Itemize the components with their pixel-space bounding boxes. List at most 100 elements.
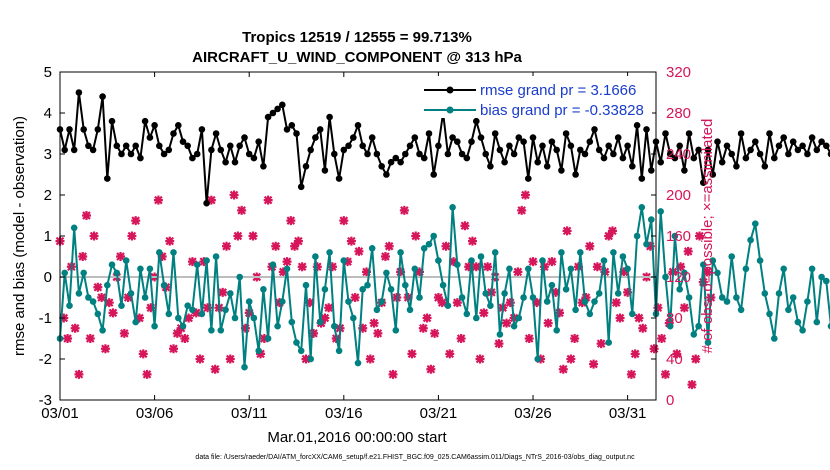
bias-point	[66, 302, 73, 310]
obs-count-marker	[547, 257, 557, 267]
rmse-point	[543, 163, 551, 170]
bias-point	[737, 306, 745, 314]
rmse-point	[818, 138, 825, 145]
obs-count-marker	[309, 328, 319, 338]
obs-count-marker	[195, 354, 205, 364]
bias-point	[685, 294, 693, 301]
rmse-point	[208, 146, 215, 154]
rmse-point	[122, 142, 130, 150]
obs-count-marker	[422, 313, 432, 323]
obs-count-marker	[74, 369, 84, 379]
obs-count-marker	[471, 262, 481, 272]
rmse-point	[595, 146, 603, 154]
y2-tick-label: 320	[666, 64, 691, 81]
bias-point	[61, 269, 68, 277]
bias-point	[231, 314, 239, 322]
bias-point	[141, 294, 149, 301]
obs-count-marker	[365, 354, 375, 364]
obs-count-marker	[218, 287, 228, 297]
obs-count-marker	[596, 339, 606, 349]
bias-point	[515, 314, 523, 322]
obs-count-marker	[229, 190, 239, 200]
rmse-point	[690, 154, 698, 162]
obs-count-marker	[660, 369, 670, 379]
bias-point	[383, 269, 390, 277]
x-tick-label: 03/31	[609, 405, 647, 422]
rmse-point	[184, 142, 191, 150]
obs-count-marker	[358, 323, 368, 333]
rmse-point	[231, 158, 239, 166]
rmse-point	[454, 138, 461, 145]
bias-point	[789, 294, 797, 301]
rmse-point	[99, 93, 106, 100]
obs-count-marker	[589, 359, 599, 369]
rmse-point	[297, 183, 305, 191]
bias-point	[610, 249, 617, 256]
rmse-point	[160, 150, 168, 158]
obs-count-marker	[81, 211, 91, 220]
rmse-point	[501, 158, 508, 166]
rmse-point	[775, 142, 783, 150]
bias-point	[752, 220, 759, 227]
y2-axis-ticks: 0 40 80 120 160 200 240 280 320	[651, 64, 691, 409]
obs-count-marker	[626, 369, 636, 379]
obs-count-marker	[437, 298, 447, 308]
bias-point	[439, 281, 447, 289]
rmse-point	[345, 142, 352, 150]
bias-point	[160, 281, 168, 289]
bias-point	[345, 298, 352, 305]
bias-point	[245, 298, 253, 305]
obs-count-marker	[290, 241, 300, 251]
bias-point	[250, 314, 258, 322]
obs-count-marker	[222, 241, 232, 251]
rmse-point	[326, 113, 333, 121]
bias-point	[718, 294, 726, 301]
obs-count-marker	[206, 195, 216, 205]
rmse-point	[567, 142, 575, 150]
obs-count-marker	[414, 267, 424, 277]
rmse-point	[714, 138, 721, 145]
bias-point	[118, 302, 125, 310]
rmse-point	[605, 142, 612, 150]
bias-point	[728, 253, 735, 260]
rmse-point	[189, 154, 196, 162]
rmse-point	[643, 126, 650, 133]
bias-point	[104, 281, 111, 289]
rmse-point	[397, 158, 404, 166]
rmse-point	[458, 150, 466, 158]
obs-count-marker	[259, 334, 269, 343]
rmse-point	[789, 138, 797, 145]
rmse-point	[85, 142, 92, 150]
obs-count-marker	[464, 262, 474, 272]
obs-count-marker	[679, 303, 689, 313]
rmse-point	[761, 163, 769, 170]
bias-point	[368, 245, 376, 252]
bias-point	[198, 310, 206, 318]
obs-count-marker	[513, 267, 523, 277]
rmse-point	[704, 146, 712, 154]
obs-count-marker	[467, 236, 477, 246]
bias-point	[595, 290, 603, 297]
rmse-point	[581, 150, 589, 158]
rmse-point	[402, 150, 409, 158]
bias-point	[695, 322, 702, 330]
obs-count-marker	[388, 369, 398, 379]
obs-count-marker	[362, 267, 372, 277]
bias-point	[279, 298, 286, 305]
bias-point	[364, 281, 371, 289]
x-tick-label: 03/26	[514, 405, 552, 422]
bias-point	[264, 335, 272, 342]
chart-title: Tropics 12519 / 12555 = 99.713%	[242, 29, 472, 46]
obs-count-marker	[505, 298, 515, 308]
bias-point	[577, 249, 584, 256]
obs-count-marker	[116, 252, 126, 261]
obs-count-marker	[131, 216, 141, 226]
obs-count-marker	[524, 334, 534, 343]
bias-point	[420, 245, 428, 252]
rmse-point	[283, 126, 291, 133]
obs-count-marker	[225, 354, 235, 364]
rmse-point	[411, 134, 419, 141]
obs-count-marker	[653, 303, 663, 313]
rmse-point	[331, 150, 338, 158]
y-tick-label: 1	[44, 228, 52, 245]
